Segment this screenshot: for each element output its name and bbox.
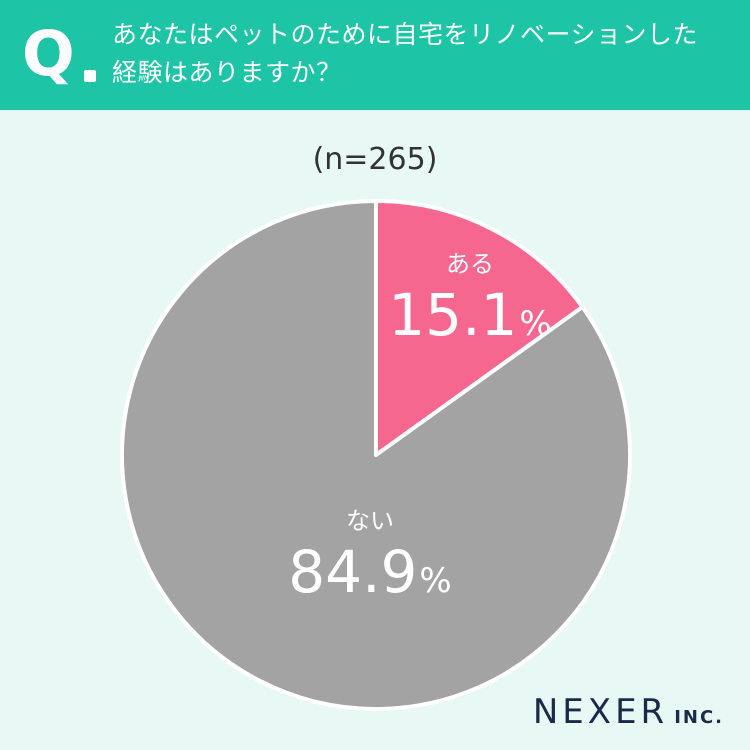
slice-number-yes: 15.1 (388, 281, 518, 349)
slice-value-no: 84.9% (240, 537, 500, 622)
question-line-2: 経験はありますか？ (112, 58, 342, 87)
q-dot (84, 70, 96, 82)
slice-value-yes: 15.1% (360, 280, 580, 365)
pie-slice-no (120, 199, 632, 711)
logo-sub: INC. (674, 707, 724, 728)
question-line-1: あなたはペットのために自宅をリノベーションした (112, 20, 699, 49)
sample-size: (n=265) (312, 142, 438, 177)
slice-unit-no: % (419, 561, 452, 601)
slice-unit-yes: % (519, 304, 552, 344)
pie-slice-yes (374, 199, 585, 457)
slice-name-no: ない (346, 507, 394, 535)
question-text: あなたはペットのために自宅をリノベーションした 経験はありますか？ (112, 16, 732, 92)
slice-label-yes: ある 15.1% (360, 248, 580, 365)
question-header: Q あなたはペットのために自宅をリノベーションした 経験はありますか？ (0, 0, 750, 110)
slice-number-no: 84.9 (288, 538, 418, 606)
slice-label-no: ない 84.9% (240, 505, 500, 622)
q-mark: Q (22, 17, 75, 90)
slice-name-yes: ある (446, 250, 494, 278)
nexer-logo: NEXER INC. (533, 692, 724, 732)
logo-main: NEXER (532, 692, 669, 732)
